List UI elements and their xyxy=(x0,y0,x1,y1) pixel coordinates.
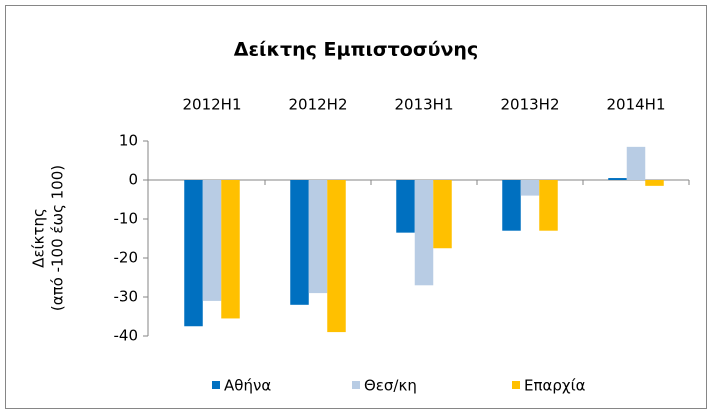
y-tick-label: -10 xyxy=(114,210,139,228)
x-tick-label: 2012H1 xyxy=(183,96,242,114)
chart-frame xyxy=(5,5,707,409)
y-tick-label: 0 xyxy=(128,171,138,189)
chart-title: Δείκτης Εμπιστοσύνης xyxy=(234,39,478,61)
legend-label: Θεσ/κη xyxy=(364,377,417,395)
legend-swatch xyxy=(512,381,520,389)
x-tick-label: 2012H2 xyxy=(289,96,348,114)
bar xyxy=(539,180,558,231)
y-tick-label: -40 xyxy=(114,327,139,345)
bar xyxy=(396,180,415,233)
y-axis-label-line: Δείκτης xyxy=(30,208,48,268)
y-axis-label-line: (από -100 έως 100) xyxy=(49,165,67,311)
bar xyxy=(414,180,434,286)
bar xyxy=(520,180,540,196)
y-axis-label: Δείκτης (από -100 έως 100) xyxy=(30,165,67,311)
legend-swatch xyxy=(212,381,220,389)
y-tick-label: 10 xyxy=(119,132,138,150)
x-tick-label: 2014H1 xyxy=(607,96,666,114)
legend-label: Αθήνα xyxy=(224,377,271,395)
y-tick-label: -30 xyxy=(114,288,139,306)
bar xyxy=(608,178,627,180)
bar xyxy=(308,180,328,294)
bar xyxy=(202,180,222,301)
bar xyxy=(327,180,346,333)
bar xyxy=(433,180,452,249)
x-tick-label: 2013H1 xyxy=(395,96,454,114)
bar xyxy=(290,180,309,305)
bar xyxy=(221,180,240,319)
x-tick-label: 2013H2 xyxy=(501,96,560,114)
y-tick-label: -20 xyxy=(114,249,139,267)
bar xyxy=(645,180,664,186)
bar xyxy=(502,180,521,231)
bar xyxy=(184,180,203,327)
bar xyxy=(626,146,646,180)
legend-swatch xyxy=(352,381,360,389)
legend-label: Επαρχία xyxy=(524,377,586,395)
